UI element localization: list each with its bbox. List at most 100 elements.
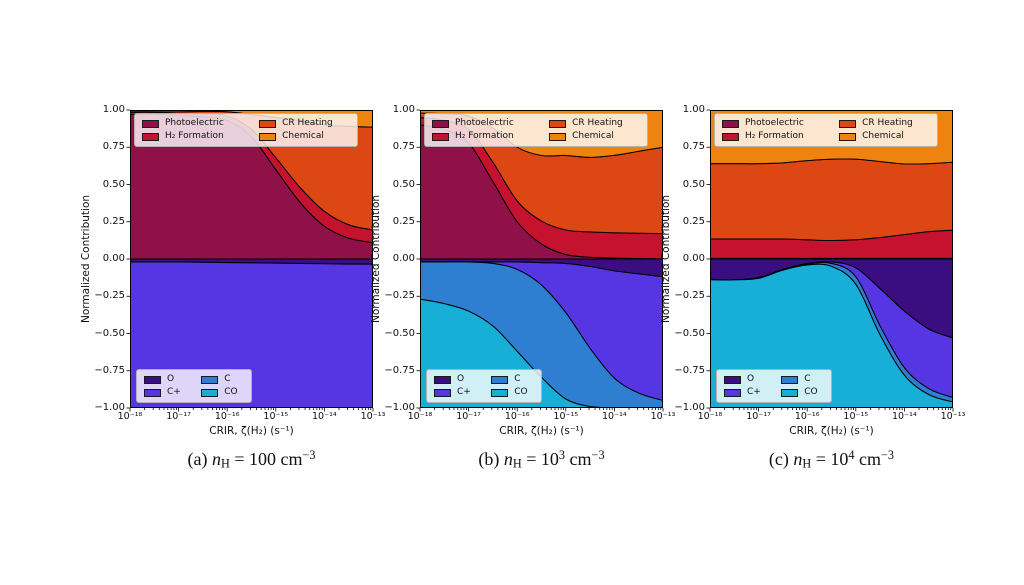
caption-segment: = 10 (521, 449, 559, 469)
panel-a: Normalized Contribution 1.00 0.75 0.50 0.25… (62, 100, 385, 480)
legend-item: CO (491, 387, 534, 398)
caption-segment: (a) (187, 449, 212, 469)
legend-item: C (491, 374, 534, 385)
x-tick-label: 10⁻¹⁴ (892, 411, 917, 422)
panel-c: Normalized Contribution 1.00 0.75 0.50 0.25… (642, 100, 965, 480)
y-tick-label: −0.50 (94, 327, 125, 339)
legend-label: C (804, 374, 811, 384)
legend-swatch-icon (259, 132, 277, 141)
legend-label: CR Heating (572, 118, 623, 128)
legend-item: C (201, 374, 244, 385)
x-tick-label: 10⁻¹⁶ (794, 411, 820, 422)
caption-segment: H (802, 456, 812, 471)
legend-item: O (144, 374, 187, 385)
y-tick-label: −0.25 (674, 290, 705, 302)
legend-heating: Photoelectric H₂ Formation CR Heating Chemi… (424, 113, 648, 147)
legend-swatch-icon (722, 119, 739, 128)
y-tick-label: 0.50 (102, 178, 125, 190)
y-tick-label: −0.25 (94, 290, 125, 302)
legend-item: C+ (434, 387, 477, 398)
panel-caption: (b) nH = 103 cm−3 (390, 448, 693, 471)
legend-swatch-icon (201, 375, 219, 384)
legend-swatch-icon (781, 375, 799, 384)
legend-cooling: O C+ C CO (136, 369, 252, 403)
legend-item: O (434, 374, 477, 385)
y-tick-label: −0.75 (94, 364, 125, 376)
legend-item: CO (201, 387, 244, 398)
legend-label: CR Heating (862, 118, 913, 128)
stacked-area-chart (706, 109, 954, 412)
legend-swatch-icon (259, 119, 277, 128)
y-tick-label: 0.75 (392, 141, 415, 153)
y-tick-label: 0.75 (102, 141, 125, 153)
legend-label: C (514, 374, 521, 384)
legend-item: C+ (144, 387, 187, 398)
caption-segment: n (503, 449, 513, 469)
legend-item: Chemical (839, 131, 930, 142)
panel-caption: (c) nH = 104 cm−3 (680, 448, 983, 471)
x-tick-label: 10⁻¹⁷ (746, 411, 771, 422)
caption-segment: n (211, 449, 221, 469)
legend-label: CO (804, 387, 818, 397)
legend-label: CR Heating (282, 118, 333, 128)
caption-segment: H (220, 456, 230, 471)
legend-swatch-icon (491, 388, 509, 397)
caption-segment: (c) (768, 449, 794, 469)
caption-segment: −3 (302, 448, 316, 462)
x-tick-label: 10⁻¹³ (650, 411, 676, 422)
legend-swatch-icon (434, 388, 451, 397)
caption-segment: −3 (881, 448, 895, 462)
y-tick-label: 0.25 (392, 215, 415, 227)
legend-item: Photoelectric (142, 118, 241, 129)
x-tick-label: 10⁻¹⁶ (214, 411, 240, 422)
legend-heating: Photoelectric H₂ Formation CR Heating Chemi… (134, 113, 358, 147)
x-tick-label: 10⁻¹⁵ (843, 411, 869, 422)
y-tick-label: −1.00 (94, 402, 125, 413)
legend-label: C+ (167, 387, 181, 397)
legend-item: CR Heating (839, 118, 930, 129)
x-tick-label: 10⁻¹⁵ (553, 411, 579, 422)
legend-label: H₂ Formation (165, 131, 224, 141)
legend-label: O (457, 374, 465, 384)
caption-segment: (b) (478, 449, 504, 469)
caption-segment: = 100 cm (229, 449, 303, 469)
y-tick-label: 0.00 (682, 253, 705, 264)
legend-swatch-icon (144, 375, 161, 384)
x-tick-label: 10⁻¹⁴ (602, 411, 627, 422)
x-tick-label: 10⁻¹⁸ (407, 411, 433, 422)
caption-segment: = 10 (811, 449, 849, 469)
legend-label: Chemical (572, 131, 614, 141)
y-tick-label: −0.75 (674, 364, 705, 376)
legend-label: C+ (747, 387, 761, 397)
legend-item: H₂ Formation (722, 131, 821, 142)
caption-segment: cm (565, 449, 592, 469)
y-tick-label: 0.50 (392, 178, 415, 190)
legend-swatch-icon (491, 375, 509, 384)
panel-b: Normalized Contribution 1.00 0.75 0.50 0.25… (352, 100, 675, 480)
legend-label: Photoelectric (455, 118, 514, 128)
legend-label: H₂ Formation (455, 131, 514, 141)
legend-label: Photoelectric (165, 118, 224, 128)
x-tick-label: 10⁻¹⁶ (504, 411, 530, 422)
x-axis-label: CRIR, ζ(H₂) (s⁻¹) (789, 425, 874, 437)
legend-label: Chemical (862, 131, 904, 141)
legend-cooling: O C+ C CO (716, 369, 832, 403)
y-tick-label: 0.50 (682, 178, 705, 190)
legend-heating: Photoelectric H₂ Formation CR Heating Chemi… (714, 113, 938, 147)
panel-caption: (a) nH = 100 cm−3 (100, 448, 403, 471)
legend-label: H₂ Formation (745, 131, 804, 141)
y-tick-label: −0.25 (384, 290, 415, 302)
legend-item: H₂ Formation (432, 131, 531, 142)
y-tick-label: 0.00 (102, 253, 125, 264)
legend-item: Photoelectric (722, 118, 821, 129)
legend-item: Photoelectric (432, 118, 531, 129)
y-tick-label: 1.00 (682, 104, 705, 115)
legend-swatch-icon (839, 119, 857, 128)
legend-item: C (781, 374, 824, 385)
y-tick-label: 1.00 (392, 104, 415, 115)
x-axis-label: CRIR, ζ(H₂) (s⁻¹) (499, 425, 584, 437)
caption-segment: n (793, 449, 803, 469)
legend-item: Chemical (259, 131, 350, 142)
legend-label: CO (224, 387, 238, 397)
